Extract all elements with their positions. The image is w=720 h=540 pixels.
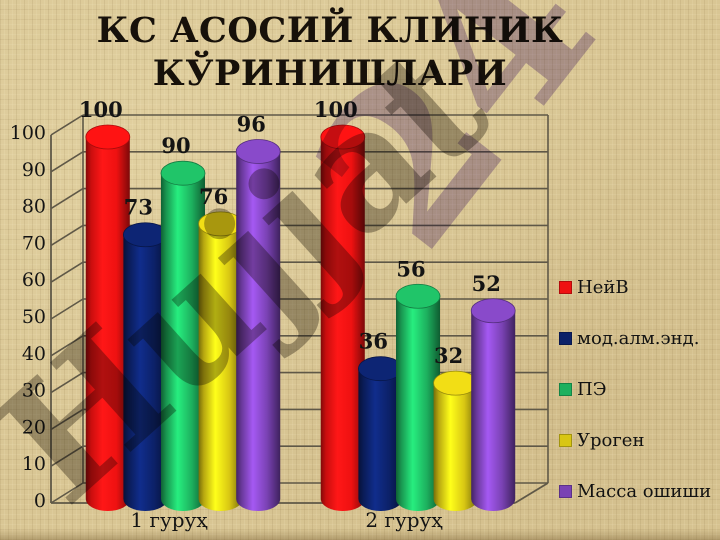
value-label: 32 [434, 343, 463, 368]
bar-cylinder [471, 310, 516, 512]
page-title-line1: КС АСОСИЙ КЛИНИК [96, 10, 564, 51]
grid-depth-line [50, 298, 84, 320]
legend-swatch [559, 332, 572, 345]
grid-depth-line [50, 445, 84, 467]
x-category-label: 2 гуруҳ [365, 508, 443, 532]
y-tick-label: 10 [22, 453, 46, 475]
y-tick-label: 50 [22, 306, 46, 328]
bar-cylinder [320, 137, 365, 512]
bar-cylinder [358, 368, 403, 512]
bar-cylinder-cap [395, 283, 441, 309]
y-tick-label: 60 [22, 269, 46, 291]
value-label: 56 [396, 256, 425, 281]
y-tick-label: 30 [22, 380, 46, 402]
value-label: 96 [237, 111, 266, 136]
y-tick-label: 20 [22, 416, 46, 438]
y-tick-label: 70 [22, 232, 46, 254]
legend-item: мод.алм.энд. [559, 328, 711, 349]
grid-depth-line [50, 151, 84, 173]
bar-cylinder-cap [235, 139, 281, 164]
value-label: 90 [161, 133, 190, 158]
y-tick-label: 0 [34, 490, 46, 512]
grid-depth-line [50, 261, 84, 283]
legend-item: ПЭ [559, 379, 711, 400]
bar-cylinder-cap [357, 356, 403, 382]
legend-swatch [559, 281, 572, 294]
bar-cylinder [236, 151, 281, 512]
value-label: 73 [124, 195, 153, 220]
grid-depth-line [50, 482, 84, 504]
legend-swatch [559, 485, 572, 498]
texture-bottom-edge [0, 529, 720, 540]
bar-cylinder [433, 383, 478, 512]
legend-label: ПЭ [577, 379, 607, 400]
bar-cylinder [396, 296, 440, 511]
grid-depth-line [50, 408, 84, 431]
value-label: 36 [359, 329, 388, 354]
value-label: 52 [472, 271, 501, 296]
bar-cylinder-cap [433, 370, 479, 396]
grid-depth-line [50, 335, 84, 357]
legend-item: Уроген [559, 430, 711, 451]
y-tick-label: 80 [22, 196, 46, 218]
grid-depth-line [50, 371, 84, 394]
y-tick-label: 100 [10, 122, 46, 144]
chart-legend: НейВ мод.алм.энд. ПЭ Уроген Масса ошиши [559, 277, 711, 502]
legend-label: Масса ошиши [577, 481, 712, 502]
legend-item: НейВ [559, 277, 711, 298]
legend-label: НейВ [577, 277, 629, 298]
legend-item: Масса ошиши [559, 481, 711, 502]
bar-cylinder [161, 173, 205, 511]
bar-cylinder-cap [320, 124, 366, 150]
bar-cylinder-cap [122, 222, 168, 248]
bar-cylinder [123, 234, 168, 511]
grid-depth-line [50, 187, 84, 210]
bar-cylinder-cap [198, 211, 244, 237]
bar-cylinder-cap [160, 160, 206, 186]
legend-label: Уроген [577, 430, 645, 451]
grid-depth-line [50, 114, 84, 136]
x-category-label: 1 гуруҳ [130, 508, 208, 532]
grid-depth-line [50, 224, 84, 247]
bar-cylinder [85, 137, 130, 511]
bar-cylinder-cap [85, 124, 131, 150]
value-label: 100 [79, 97, 123, 122]
y-tick-label: 90 [22, 159, 46, 181]
floor-right-edge [514, 482, 549, 504]
bar-cylinder-cap [470, 298, 516, 324]
legend-swatch [559, 434, 572, 447]
page-title: КС АСОСИЙ КЛИНИК КЎРИНИШЛАРИ [30, 10, 630, 95]
value-label: 100 [314, 97, 358, 122]
legend-label: мод.алм.энд. [577, 328, 700, 349]
y-tick-label: 40 [22, 343, 46, 365]
legend-swatch [559, 383, 572, 396]
value-label: 76 [199, 184, 228, 209]
bar-cylinder [198, 223, 243, 512]
page-title-line2: КЎРИНИШЛАРИ [152, 52, 508, 94]
